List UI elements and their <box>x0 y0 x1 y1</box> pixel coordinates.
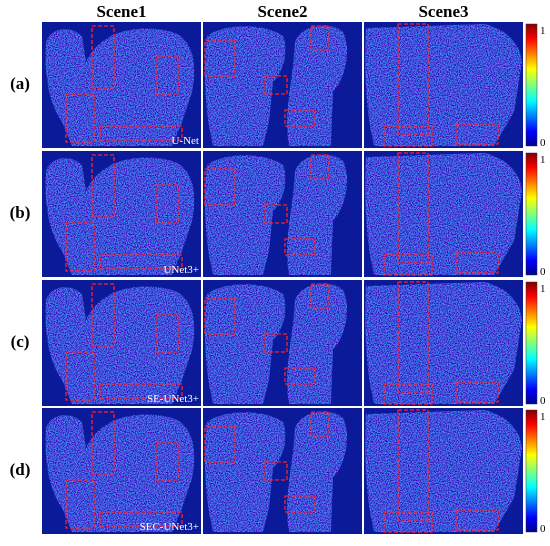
row-label: (c) <box>11 332 30 351</box>
error-map <box>203 408 362 534</box>
error-map <box>42 22 201 148</box>
highlight-box <box>65 479 95 529</box>
row-label: (b) <box>10 203 31 222</box>
highlight-box <box>383 125 433 147</box>
colorbar <box>525 281 538 405</box>
colorbar-max-label: 1 <box>540 283 546 295</box>
highlight-box <box>455 252 499 274</box>
colorbar-min-label: 0 <box>540 137 546 149</box>
object-silhouette <box>45 28 195 146</box>
highlight-box <box>455 509 499 531</box>
error-map <box>364 280 523 406</box>
highlight-box <box>204 425 236 463</box>
highlight-box <box>310 25 330 51</box>
colorbar-max-label: 1 <box>540 154 546 166</box>
highlight-box <box>397 281 429 393</box>
row-label: (a) <box>10 74 30 93</box>
row-label: (d) <box>10 460 31 479</box>
highlight-box <box>65 93 95 143</box>
colorbar-max-label: 1 <box>540 25 546 37</box>
method-label: UNet3+ <box>163 264 199 276</box>
error-map <box>42 151 201 277</box>
error-map <box>203 22 362 148</box>
highlight-box <box>455 381 499 403</box>
object-silhouette <box>205 25 348 146</box>
error-map <box>42 280 201 406</box>
highlight-box <box>284 495 316 513</box>
highlight-box <box>284 238 316 256</box>
object-silhouette <box>365 24 522 146</box>
highlight-box <box>204 297 236 335</box>
method-label: U-Net <box>172 135 200 147</box>
method-label: SEC-UNet3+ <box>140 521 199 533</box>
object-silhouette <box>205 154 348 275</box>
colorbar-min-label: 0 <box>540 266 546 278</box>
highlight-box <box>204 168 236 206</box>
colorbar-min-label: 0 <box>540 395 546 407</box>
object-silhouette <box>205 411 348 532</box>
error-map <box>203 280 362 406</box>
highlight-box <box>310 283 330 309</box>
highlight-box <box>264 204 288 224</box>
error-map <box>364 151 523 277</box>
highlight-box <box>383 254 433 276</box>
highlight-box <box>65 351 95 401</box>
highlight-box <box>383 511 433 533</box>
error-map <box>364 408 523 534</box>
object-silhouette <box>45 286 195 404</box>
highlight-box <box>284 109 316 127</box>
colorbar <box>525 409 538 533</box>
highlight-box <box>264 333 288 353</box>
highlight-box <box>65 222 95 272</box>
error-map <box>203 151 362 277</box>
highlight-box <box>204 39 236 77</box>
highlight-box <box>310 411 330 437</box>
colorbar-max-label: 1 <box>540 411 546 423</box>
object-silhouette <box>365 153 522 275</box>
column-header: Scene1 <box>96 2 146 21</box>
highlight-box <box>264 75 288 95</box>
error-map <box>42 408 201 534</box>
colorbar <box>525 23 538 147</box>
highlight-box <box>383 383 433 405</box>
highlight-box <box>397 23 429 135</box>
highlight-box <box>455 123 499 145</box>
object-silhouette <box>45 157 195 275</box>
object-silhouette <box>365 410 522 532</box>
highlight-box <box>310 154 330 180</box>
highlight-box <box>397 152 429 264</box>
highlight-box <box>284 367 316 385</box>
object-silhouette <box>205 283 348 404</box>
column-header: Scene2 <box>257 2 307 21</box>
highlight-box <box>397 409 429 521</box>
object-silhouette <box>45 414 195 532</box>
column-header: Scene3 <box>418 2 468 21</box>
error-map <box>364 22 523 148</box>
highlight-box <box>264 461 288 481</box>
colorbar-min-label: 0 <box>540 523 546 535</box>
method-label: SE-UNet3+ <box>147 393 199 405</box>
object-silhouette <box>365 282 522 404</box>
colorbar <box>525 152 538 276</box>
